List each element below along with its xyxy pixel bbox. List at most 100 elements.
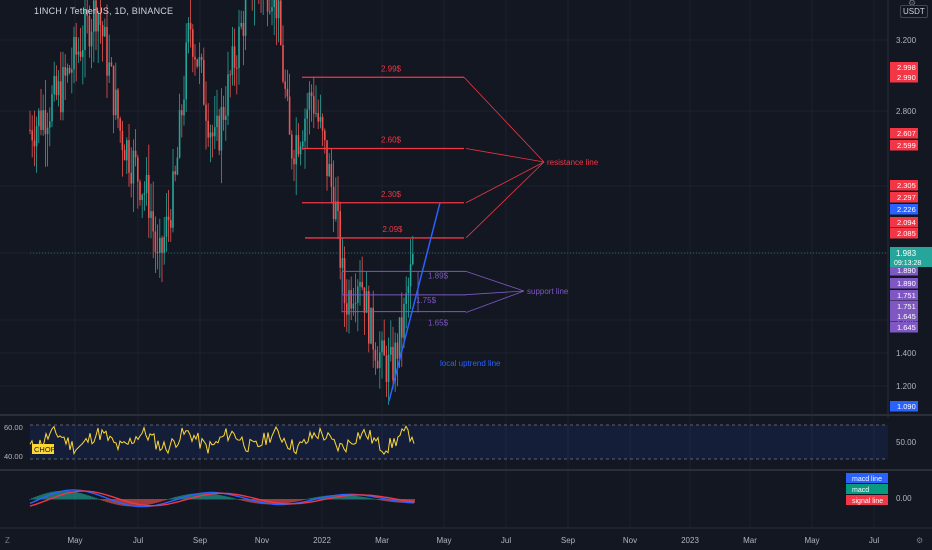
candle-body	[68, 67, 71, 73]
macd-histogram-bar	[371, 498, 373, 500]
candle-body	[273, 0, 275, 8]
macd-histogram-bar	[173, 497, 175, 500]
candle-body	[339, 211, 341, 268]
macd-histogram-bar	[95, 497, 97, 500]
candle-body	[242, 22, 245, 36]
candle-body	[167, 216, 170, 221]
macd-signal-line	[29, 490, 415, 507]
macd-histogram-bar	[245, 499, 247, 502]
candle-body	[343, 258, 346, 304]
macd-histogram-bar	[307, 498, 309, 500]
candle-body	[363, 287, 366, 313]
price-tag-bg	[890, 228, 918, 239]
macd-histogram-bar	[57, 490, 59, 500]
macd-legend-bg	[846, 484, 888, 494]
candle-body	[137, 157, 139, 182]
macd-histogram-bar	[99, 499, 101, 500]
candle-body	[108, 62, 110, 76]
macd-histogram-bar	[349, 495, 351, 500]
candle-body	[57, 81, 60, 96]
currency-badge[interactable]: USDT	[900, 5, 928, 18]
macd-histogram-bar	[359, 496, 361, 500]
last-price-bg	[890, 247, 932, 267]
uptrend-annotation: local uptrend line	[440, 359, 501, 368]
candle-body	[178, 110, 181, 158]
price-tag-bg	[890, 265, 918, 276]
candle-body	[33, 140, 36, 147]
candle-body	[211, 132, 214, 137]
resistance-level-label: 2.60$	[381, 136, 402, 145]
macd-histogram-bar	[159, 499, 161, 502]
macd-histogram-bar	[49, 492, 51, 500]
candle-body	[313, 96, 315, 114]
candle-body	[82, 49, 84, 57]
price-tag: 1.751	[897, 302, 916, 311]
macd-histogram-bar	[171, 497, 173, 500]
candle-body	[192, 29, 194, 57]
price-tag: 1.645	[897, 312, 916, 321]
candle-body	[75, 37, 77, 55]
candle-body	[143, 193, 146, 195]
macd-histogram-bar	[275, 499, 277, 505]
candle-body	[346, 303, 348, 315]
macd-histogram-bar	[63, 490, 65, 500]
candle-body	[163, 236, 165, 253]
macd-histogram-bar	[227, 496, 229, 500]
macd-histogram-bar	[191, 493, 193, 500]
macd-tick-label: 0.00	[896, 494, 912, 503]
candle-body	[321, 117, 324, 131]
macd-histogram-bar	[283, 499, 285, 504]
candle-body	[42, 110, 44, 130]
macd-histogram-bar	[243, 499, 245, 502]
macd-histogram-bar	[413, 499, 415, 503]
macd-histogram-bar	[347, 495, 349, 500]
symbol-title[interactable]: 1INCH / TetherUS, 1D, BINANCE	[34, 6, 174, 16]
macd-histogram-bar	[83, 494, 85, 500]
macd-histogram-bar	[155, 499, 157, 503]
macd-histogram-bar	[189, 493, 191, 500]
time-tick-label: 2023	[681, 536, 699, 545]
macd-histogram-bar	[177, 496, 179, 500]
macd-histogram-bar	[247, 499, 249, 502]
macd-histogram-bar	[357, 496, 359, 500]
macd-histogram-bar	[89, 495, 91, 500]
candle-body	[335, 201, 337, 220]
macd-histogram-bar	[377, 499, 379, 500]
resistance-annotation: resistance line	[547, 158, 599, 167]
price-tag: 1.751	[897, 291, 916, 300]
price-tag: 1.890	[897, 279, 916, 288]
macd-histogram-bar	[39, 495, 41, 500]
candle-body	[73, 37, 75, 70]
macd-indicator: macd line macd signal line 0.00	[29, 473, 912, 508]
candle-body	[381, 340, 383, 353]
candle-body	[409, 264, 412, 287]
candle-body	[330, 163, 333, 187]
price-tag-bg	[890, 322, 918, 333]
uptrend-line[interactable]	[388, 202, 441, 402]
time-axis-labels[interactable]: Z May Jul Sep Nov 2022 Mar May Jul Sep Nov 2023 Mar M…	[5, 536, 923, 545]
price-tag: 1.890	[897, 266, 916, 275]
macd-histogram-bar	[145, 499, 147, 506]
macd-histogram-bar	[111, 499, 113, 504]
macd-histogram-bar	[259, 499, 261, 504]
macd-histogram-bar	[273, 499, 275, 505]
chop-badge-bg	[32, 444, 54, 454]
macd-histogram-bar	[295, 499, 297, 502]
candle-body	[214, 127, 216, 137]
macd-histogram-bar	[211, 493, 213, 500]
candle-body	[227, 74, 229, 116]
macd-histogram-bar	[187, 494, 189, 500]
candle-body	[112, 65, 115, 116]
candle-body	[152, 211, 154, 232]
gear-icon[interactable]: ⚙	[908, 0, 917, 8]
candle-body	[341, 258, 344, 268]
candle-body	[93, 0, 95, 32]
macd-histogram-bar	[161, 499, 163, 502]
macd-histogram-bar	[73, 491, 75, 500]
macd-histogram-bar	[293, 499, 295, 502]
macd-histogram-bar	[41, 494, 43, 500]
candle-body	[46, 127, 49, 135]
candle-body	[145, 174, 148, 194]
candle-body	[55, 75, 58, 96]
